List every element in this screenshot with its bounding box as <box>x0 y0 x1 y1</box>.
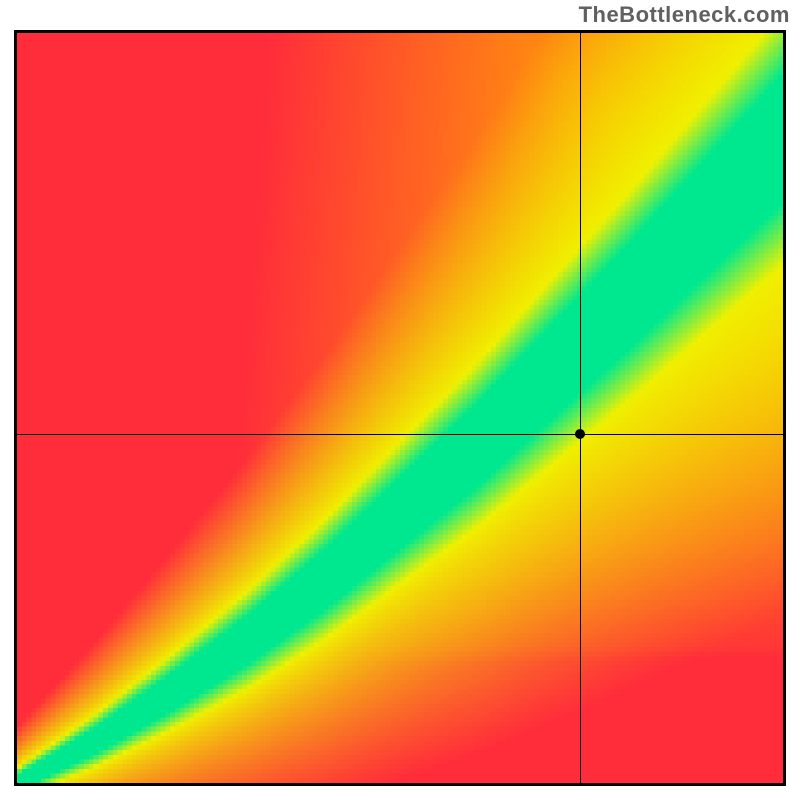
heatmap-canvas <box>17 33 783 783</box>
crosshair-vertical <box>580 33 581 783</box>
watermark-text: TheBottleneck.com <box>579 2 790 28</box>
chart-container: TheBottleneck.com <box>0 0 800 800</box>
crosshair-horizontal <box>17 434 783 435</box>
plot-area <box>14 30 786 786</box>
marker-dot <box>575 429 585 439</box>
